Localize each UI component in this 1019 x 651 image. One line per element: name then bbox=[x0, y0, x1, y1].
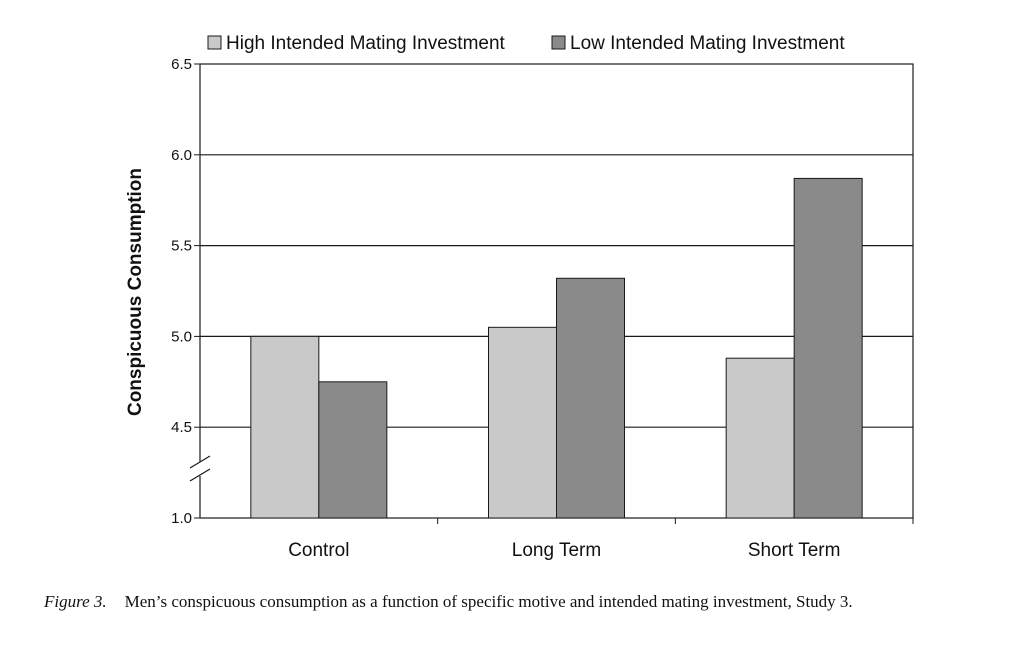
bar-long-term-high bbox=[488, 326, 557, 519]
axis-break-slash bbox=[189, 455, 211, 469]
axis-break-gap bbox=[198, 462, 202, 476]
y-tick-label: 6.5 bbox=[171, 56, 192, 73]
y-tick-label: 5.5 bbox=[171, 238, 192, 255]
y-tick-label: 5.0 bbox=[171, 328, 192, 345]
bar-long-term-low bbox=[556, 277, 625, 519]
figure-caption: Figure 3. Men’s conspicuous consumption a… bbox=[44, 591, 1004, 613]
bar-control-low bbox=[318, 381, 388, 519]
y-tick-label-bottom: 1.0 bbox=[171, 510, 192, 527]
legend-swatch bbox=[551, 35, 566, 50]
x-category-label: Short Term bbox=[748, 540, 841, 561]
bar-control-high bbox=[250, 335, 320, 519]
legend-label: Low Intended Mating Investment bbox=[570, 33, 845, 54]
x-category-label: Long Term bbox=[512, 540, 601, 561]
caption-text: Men’s conspicuous consumption as a funct… bbox=[124, 592, 853, 611]
bars bbox=[250, 177, 863, 519]
x-axis-ticks: Control Long Term Short Term bbox=[288, 518, 914, 561]
legend-swatch bbox=[207, 35, 222, 50]
y-axis-ticks: 4.5 5.0 5.5 6.0 6.5 1.0 bbox=[171, 56, 200, 527]
bar-short-term-high bbox=[725, 357, 795, 519]
bar-short-term-low bbox=[793, 177, 863, 519]
x-category-label: Control bbox=[288, 540, 349, 561]
bar-chart: High Intended Mating Investment Low Inten… bbox=[125, 33, 914, 561]
legend-label: High Intended Mating Investment bbox=[226, 33, 506, 54]
figure-label: Figure 3. bbox=[44, 592, 107, 611]
y-axis-label: Conspicuous Consumption bbox=[125, 168, 146, 416]
y-tick-label: 4.5 bbox=[171, 419, 192, 436]
y-tick-label: 6.0 bbox=[171, 147, 192, 164]
axis-break-marker bbox=[189, 455, 211, 482]
legend: High Intended Mating Investment Low Inten… bbox=[207, 33, 845, 54]
axis-break-slash bbox=[189, 468, 211, 482]
